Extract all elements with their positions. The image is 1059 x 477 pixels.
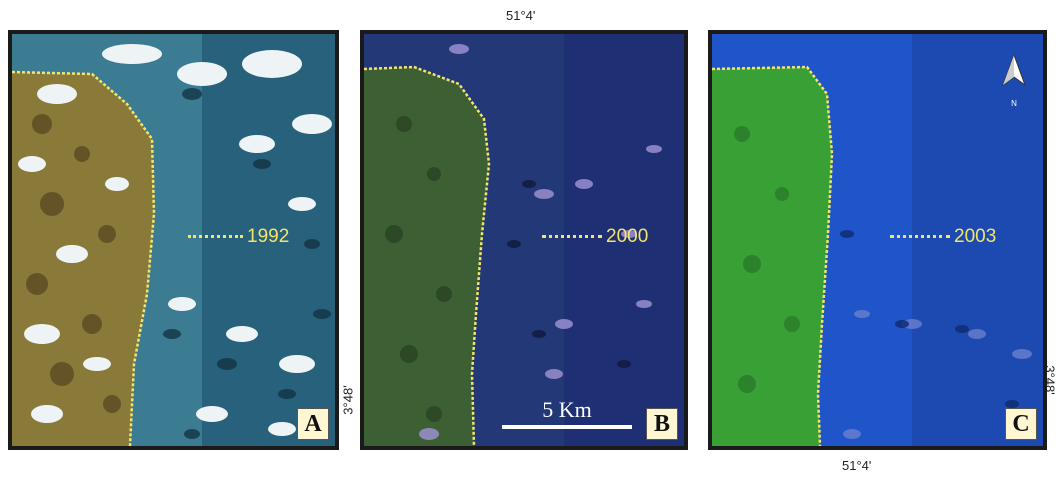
year-text-b: 2000 [606,226,649,247]
shoreline-b [364,65,491,446]
left-latitude-label: 3°48' [340,385,356,415]
shoreline-a [12,70,156,446]
shoreline-marker-a [188,235,243,239]
satellite-image-b [364,34,684,446]
north-letter: N [1011,99,1017,108]
shoreline-marker-c [890,235,950,239]
panel-label-b: B [646,408,678,440]
satellite-panel-b: 2000 5 Km B [360,30,688,450]
bottom-longitude-label: 51°4' [842,458,872,473]
top-longitude-label: 51°4' [506,8,536,23]
year-label-c: 2003 [890,226,996,248]
scale-bar-label: 5 Km [542,397,592,422]
shoreline-c [712,65,834,446]
year-label-b: 2000 [542,226,648,248]
north-arrow-icon [1001,53,1027,87]
satellite-image-a [12,34,335,446]
panel-label-a: A [297,408,329,440]
north-arrow: N [999,48,1029,108]
satellite-panel-c: 2003 N C [708,30,1047,450]
satellite-panel-a: 1992 A [8,30,339,450]
panel-label-c: C [1005,408,1037,440]
scale-bar-line [502,425,632,429]
year-text-a: 1992 [247,226,290,247]
year-text-c: 2003 [954,226,997,247]
satellite-image-c [712,34,1043,446]
scale-bar: 5 Km [502,397,632,429]
shoreline-marker-b [542,235,602,239]
year-label-a: 1992 [188,226,289,248]
